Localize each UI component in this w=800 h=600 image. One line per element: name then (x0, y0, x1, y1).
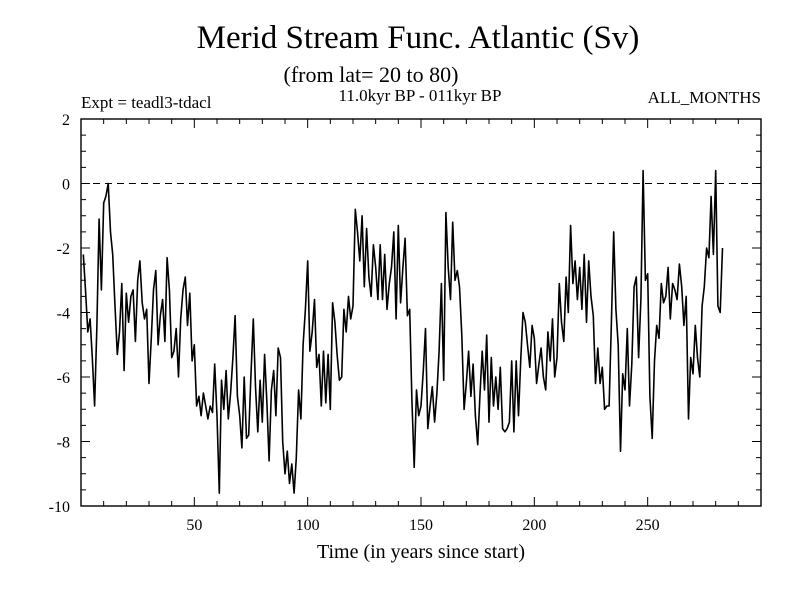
y-tick-label: -10 (49, 499, 70, 516)
chart-title: Merid Stream Func. Atlantic (Sv) (197, 20, 640, 56)
y-tick-label: -2 (57, 241, 70, 258)
x-tick-label: 150 (409, 517, 433, 534)
y-tick-label: 2 (62, 112, 70, 129)
y-tick-label: -8 (57, 435, 70, 452)
x-axis-label: Time (in years since start) (317, 541, 525, 563)
x-tick-label: 50 (186, 517, 202, 534)
y-tick-label: -4 (57, 306, 70, 323)
y-tick-label: -6 (57, 370, 70, 387)
period-label: 11.0kyr BP - 011kyr BP (339, 86, 502, 105)
x-tick-label: 250 (636, 517, 660, 534)
y-tick-label: 0 (62, 177, 70, 194)
series-line (82, 169, 724, 494)
months-label: ALL_MONTHS (648, 88, 761, 107)
experiment-label: Expt = teadl3-tdacl (81, 93, 212, 112)
x-tick-label: 200 (522, 517, 546, 534)
chart-subtitle: (from lat= 20 to 80) (284, 62, 459, 87)
x-tick-label: 100 (296, 517, 320, 534)
plot-frame (80, 118, 762, 507)
